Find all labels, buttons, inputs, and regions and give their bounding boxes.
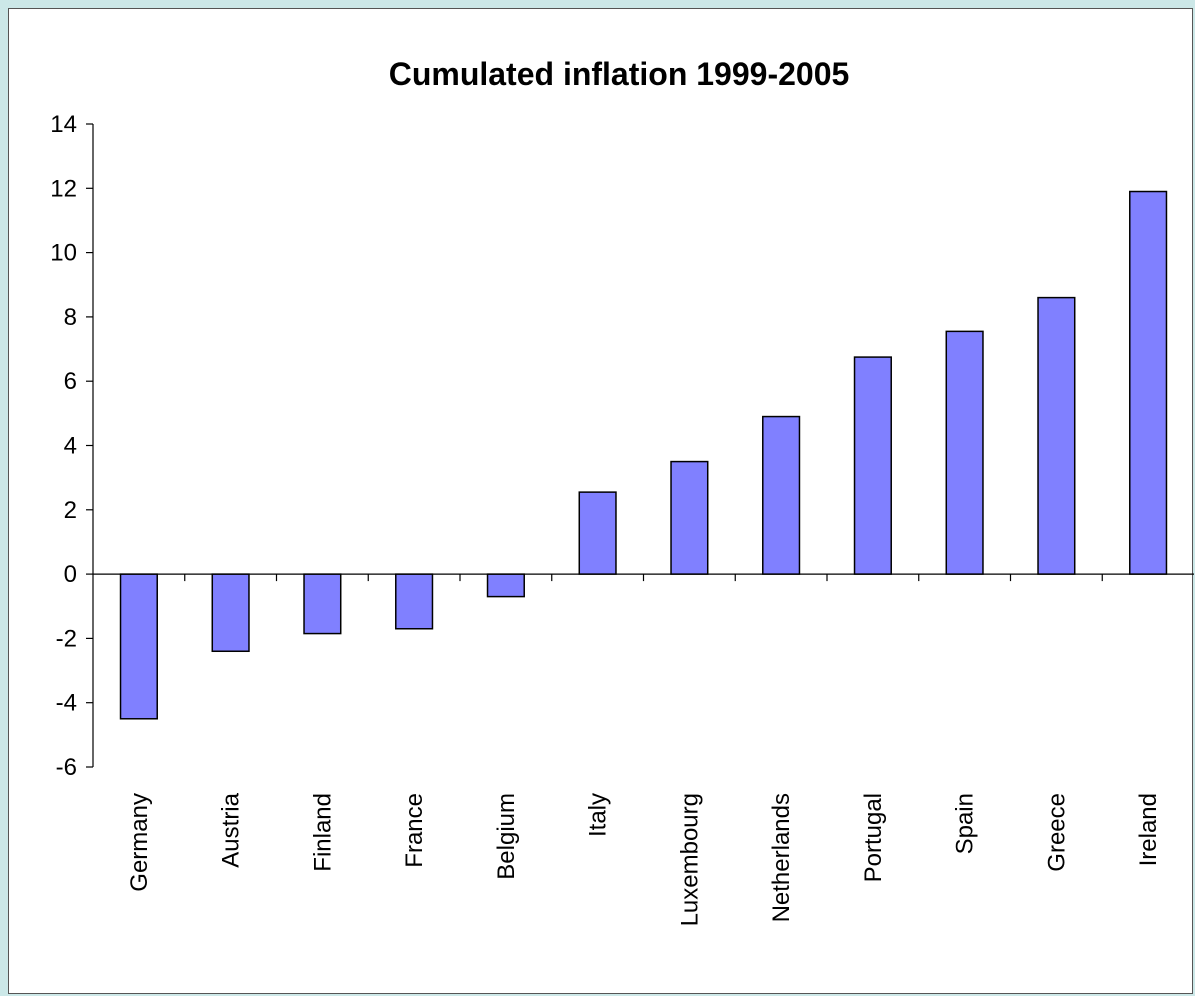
chart-canvas: Cumulated inflation 1999-2005 14 12 10 8 6 4 2…: [50, 56, 1194, 926]
y-tick-label: 4: [64, 433, 77, 460]
category-label: Belgium: [493, 793, 520, 880]
y-tick-label: 0: [64, 561, 77, 588]
y-tick-label: 6: [64, 368, 77, 395]
bar-france: [395, 573, 434, 630]
category-label: France: [401, 793, 428, 868]
y-tick-label: 10: [50, 240, 77, 267]
y-tick-label: 8: [64, 304, 77, 331]
x-axis: Germany Austria Finland France Belgium Italy L…: [93, 573, 1194, 926]
bars: [119, 190, 1168, 720]
bar-ireland: [1129, 190, 1168, 575]
y-tick-label: -6: [56, 754, 77, 781]
bar-spain: [945, 330, 984, 575]
y-axis: 14 12 10 8 6 4 2 0 -2 -4 -6: [50, 111, 94, 781]
category-label: Portugal: [860, 793, 887, 882]
bar-greece: [1037, 296, 1076, 575]
category-label: Austria: [218, 792, 245, 867]
category-label: Greece: [1043, 793, 1070, 872]
bar-italy: [578, 491, 617, 575]
bar-germany: [119, 573, 158, 720]
bar-luxembourg: [670, 460, 709, 575]
category-label: Ireland: [1135, 793, 1162, 866]
bar-finland: [303, 573, 342, 635]
y-tick-label: 14: [50, 111, 77, 138]
category-label: Luxembourg: [676, 793, 703, 926]
category-label: Netherlands: [768, 793, 795, 922]
bar-portugal: [853, 356, 892, 575]
y-tick-label: -4: [56, 690, 77, 717]
y-tick-label: 2: [64, 497, 77, 524]
bar-netherlands: [762, 415, 801, 575]
chart-frame: Cumulated inflation 1999-2005 14 12 10 8 6 4 2…: [8, 8, 1194, 994]
chart-title: Cumulated inflation 1999-2005: [389, 56, 850, 92]
bar-austria: [211, 573, 250, 653]
category-label: Finland: [309, 793, 336, 872]
bar-belgium: [486, 573, 525, 598]
category-label: Germany: [126, 793, 153, 892]
y-tick-label: -2: [56, 625, 77, 652]
category-label: Spain: [952, 793, 979, 854]
y-tick-label: 12: [50, 175, 77, 202]
category-label: Italy: [585, 793, 612, 837]
